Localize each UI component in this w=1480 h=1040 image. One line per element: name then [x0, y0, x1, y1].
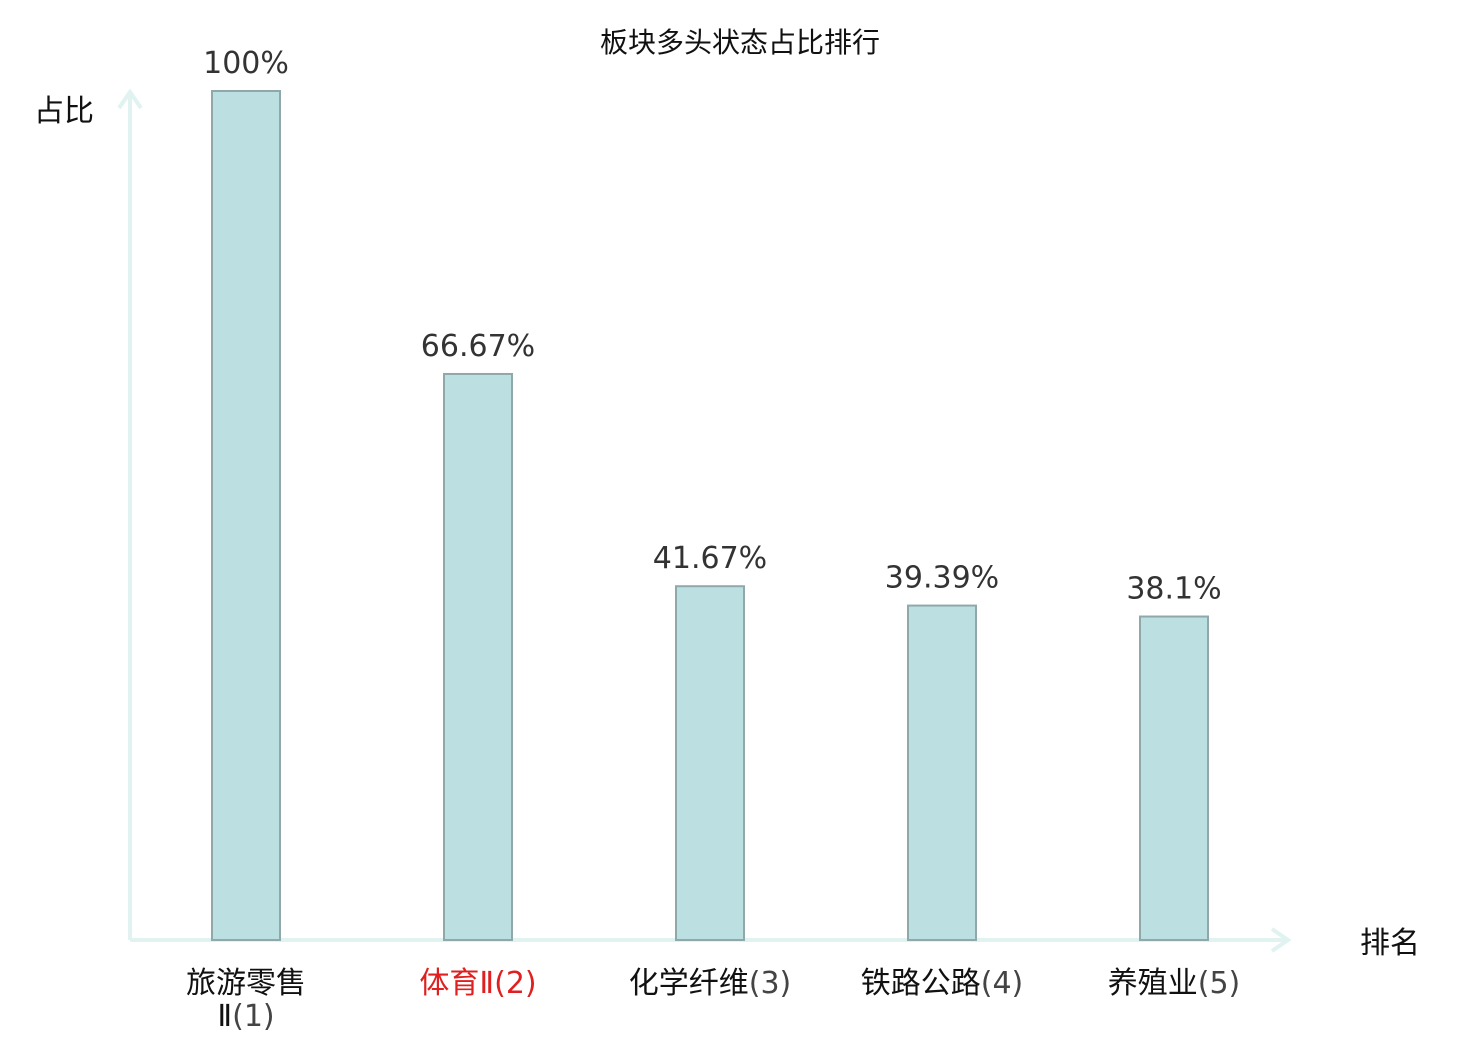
category-label-3: 化学纤维(3): [629, 966, 792, 1001]
value-labels-group: 100% 66.67% 41.67% 39.39% 38.1%: [203, 46, 1222, 607]
value-label-1: 100%: [203, 46, 289, 81]
category-labels-group: 旅游零售 Ⅱ(1) 体育Ⅱ(2) 化学纤维(3) 铁路公路(4) 养殖业(5): [186, 966, 1240, 1034]
category-label-2: 体育Ⅱ(2): [419, 966, 536, 1001]
value-label-4: 39.39%: [885, 561, 999, 596]
x-axis-label: 排名: [1360, 926, 1420, 961]
bar-2: [443, 372, 513, 942]
bar-3: [675, 585, 745, 941]
bar-1: [211, 90, 281, 941]
chart-title: 板块多头状态占比排行: [600, 26, 880, 59]
category-label-1: 旅游零售 Ⅱ(1): [186, 966, 306, 1034]
category-label-5: 养殖业(5): [1108, 966, 1241, 1001]
value-label-3: 41.67%: [653, 541, 767, 576]
value-label-2: 66.67%: [421, 329, 535, 364]
value-label-5: 38.1%: [1126, 572, 1221, 607]
y-axis: [117, 88, 143, 940]
bar-4: [907, 604, 977, 942]
y-axis-label: 占比: [34, 94, 94, 129]
category-label-4: 铁路公路(4): [861, 966, 1024, 1001]
bars-group: [211, 90, 1209, 942]
bar-5: [1139, 615, 1209, 941]
